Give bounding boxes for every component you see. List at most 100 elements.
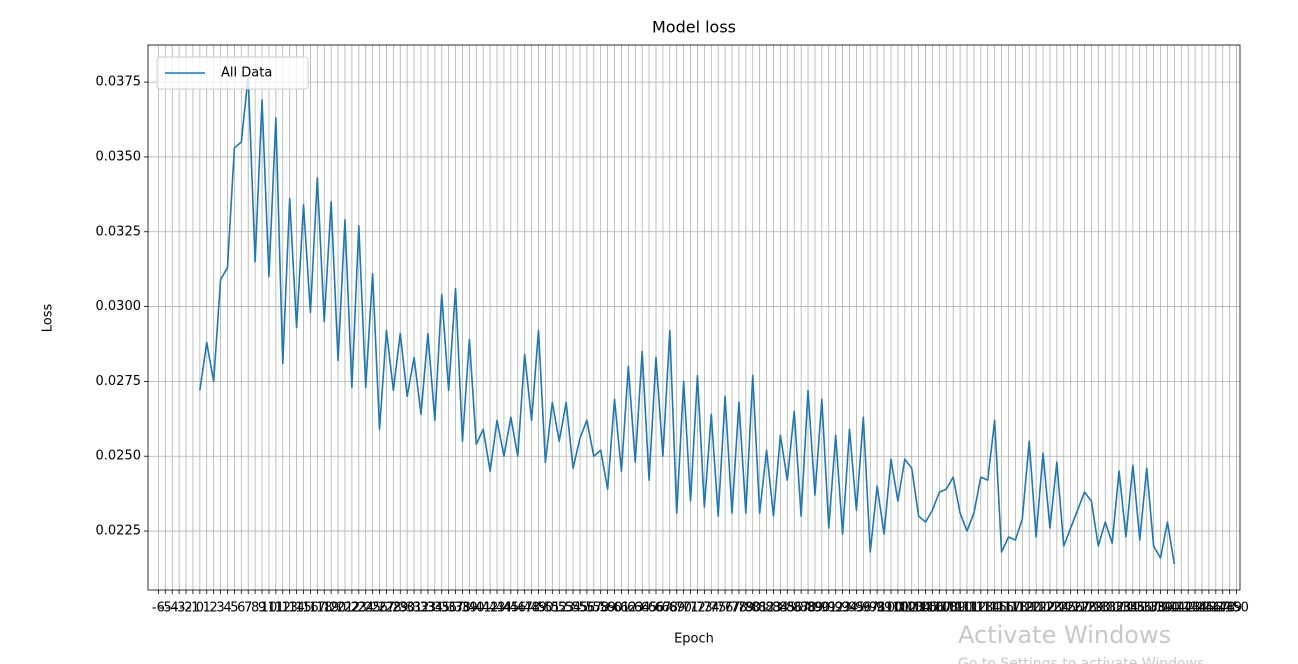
x-tick-label: 76 [717, 601, 734, 616]
x-tick-label: 91 [820, 601, 837, 616]
x-tick-label: 44 [496, 601, 513, 616]
x-tick-label: 41 [475, 601, 492, 616]
x-tick-label: 105 [913, 601, 938, 616]
x-tick-label: 144 [1183, 601, 1208, 616]
plot-area [199, 75, 1176, 565]
x-tick-label: 67 [655, 601, 672, 616]
y-tick-label: 0.0225 [96, 524, 142, 539]
y-axis-label: Loss [41, 304, 56, 333]
x-tick-label: 113 [968, 601, 993, 616]
x-tick-label: 141 [1162, 601, 1187, 616]
x-tick-label: -2 [180, 601, 193, 616]
x-tick-label: 114 [975, 601, 1000, 616]
x-tick-label: 31 [406, 601, 423, 616]
grid: 0.0225 0.0250 0.0275 0.0300 0.0325 0.0350 0.03… [96, 45, 1249, 616]
x-tick-label: 97 [862, 601, 879, 616]
watermark-title: Activate Windows [958, 621, 1171, 649]
x-tick-label: 33 [420, 601, 437, 616]
x-tick-label: 61 [613, 601, 630, 616]
x-tick-label: 55 [572, 601, 589, 616]
legend-box [156, 56, 309, 90]
x-tick-label: 130 [1086, 601, 1111, 616]
x-tick-label: 22 [344, 601, 361, 616]
x-tick-label: 66 [648, 601, 665, 616]
y-tick-label: 0.0350 [96, 149, 142, 164]
watermark-subtitle: Go to Settings to activate Windows. [958, 656, 1209, 664]
x-tick-label: 143 [1176, 601, 1201, 616]
x-tick-label: 56 [579, 601, 596, 616]
x-tick-label: 39 [461, 601, 478, 616]
x-tick-label: 12 [274, 601, 291, 616]
x-tick-label: 4 [223, 601, 231, 616]
x-tick-label: 8 [251, 601, 259, 616]
x-tick-label: 48 [523, 601, 540, 616]
chart-title: Model loss [652, 18, 736, 37]
x-tick-label: 138 [1141, 601, 1166, 616]
x-tick-label: 73 [696, 601, 713, 616]
x-tick-label: 65 [641, 601, 658, 616]
x-tick-label: 83 [765, 601, 782, 616]
x-tick-label: 103 [899, 601, 924, 616]
x-tick-label: 131 [1093, 601, 1118, 616]
x-tick-label: 127 [1065, 601, 1090, 616]
x-tick-label: 77 [724, 601, 741, 616]
x-tick-label: 19 [323, 601, 340, 616]
x-tick-label: 69 [668, 601, 685, 616]
x-tick-label: 136 [1127, 601, 1152, 616]
x-tick-label: 132 [1100, 601, 1125, 616]
x-tick-label: 81 [751, 601, 768, 616]
x-tick-label: 30 [399, 601, 416, 616]
x-tick-label: 16 [302, 601, 319, 616]
x-tick-label: 80 [744, 601, 761, 616]
x-tick-label: 29 [392, 601, 409, 616]
x-tick-label: 117 [996, 601, 1021, 616]
x-tick-label: 71 [682, 601, 699, 616]
x-tick-label: 37 [447, 601, 464, 616]
x-tick-label: 100 [879, 601, 904, 616]
y-tick-label: 0.0250 [96, 449, 142, 464]
x-tick-label: 96 [855, 601, 872, 616]
y-tick-label: 0.0325 [96, 224, 142, 239]
y-tick-label: 0.0275 [96, 374, 142, 389]
x-tick-label: 120 [1017, 601, 1042, 616]
x-tick-label: 119 [1010, 601, 1035, 616]
x-tick-label: 149 [1217, 601, 1242, 616]
x-tick-label: 1 [203, 601, 211, 616]
x-tick-label: 90 [814, 601, 831, 616]
x-tick-label: 86 [786, 601, 803, 616]
x-tick-label: 79 [738, 601, 755, 616]
x-tick-label: 50 [537, 601, 554, 616]
x-tick-label: 11 [268, 601, 285, 616]
x-tick-label: 125 [1051, 601, 1076, 616]
x-tick-label: 88 [800, 601, 817, 616]
x-tick-label: 21 [337, 601, 354, 616]
x-tick-label: 53 [558, 601, 575, 616]
x-tick-label: 13 [281, 601, 298, 616]
axes-frame [147, 44, 1241, 591]
x-tick-label: 28 [385, 601, 402, 616]
x-tick-label: 62 [620, 601, 637, 616]
legend-label: All Data [221, 66, 272, 81]
x-tick-label: 139 [1148, 601, 1173, 616]
y-tick-label: 0.0375 [96, 75, 142, 90]
data-line [199, 75, 1176, 565]
x-tick-label: 109 [941, 601, 966, 616]
x-tick-label: 75 [710, 601, 727, 616]
y-tick-label: 0.0300 [96, 299, 142, 314]
x-tick-label: 102 [892, 601, 917, 616]
x-tick-label: 43 [489, 601, 506, 616]
x-tick-label: 49 [530, 601, 547, 616]
x-tick-label: 126 [1058, 601, 1083, 616]
x-tick-label: 142 [1169, 601, 1194, 616]
x-tick-label: 133 [1107, 601, 1132, 616]
x-tick-label: 5 [230, 601, 238, 616]
x-tick-label: -5 [159, 601, 172, 616]
x-tick-label: 38 [454, 601, 471, 616]
x-tick-label: 104 [906, 601, 931, 616]
x-tick-label: 32 [413, 601, 430, 616]
x-tick-label: 99 [876, 601, 893, 616]
x-tick-label: 34 [427, 601, 444, 616]
x-tick-label: -1 [186, 601, 199, 616]
x-tick-label: 64 [634, 601, 651, 616]
x-tick-label: 123 [1038, 601, 1063, 616]
